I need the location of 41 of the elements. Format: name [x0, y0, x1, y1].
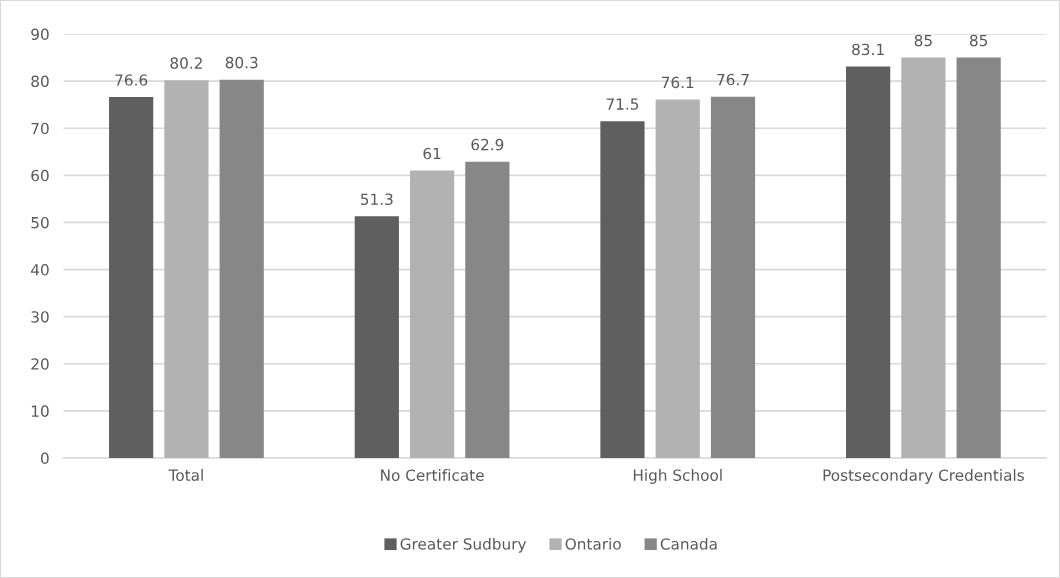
y-tick-label: 80 — [31, 75, 49, 88]
data-label: 76.7 — [717, 73, 749, 86]
data-label: 80.2 — [170, 57, 202, 69]
bar — [956, 57, 1001, 459]
y-tick-label: 60 — [31, 169, 49, 182]
data-label: 80.3 — [225, 56, 258, 69]
y-tick-label: 50 — [31, 216, 49, 229]
x-tick-label: Total — [168, 469, 203, 481]
y-tick-label: 0 — [41, 452, 49, 465]
bar — [219, 79, 264, 459]
y-tick-label: 40 — [31, 264, 49, 276]
y-tick-label: 10 — [31, 405, 49, 417]
bar — [465, 161, 510, 459]
bar — [600, 121, 645, 459]
x-tick-label: Postsecondary Credentials — [823, 469, 1024, 484]
bar — [655, 99, 700, 459]
y-tick-label: 30 — [31, 311, 49, 323]
bar — [846, 66, 891, 459]
data-label: 85 — [914, 34, 932, 47]
legend-label: Ontario — [565, 537, 621, 550]
data-label: 71.5 — [606, 98, 639, 110]
data-label: 51.3 — [360, 193, 393, 206]
legend-label: Canada — [660, 537, 717, 550]
x-tick-label: No Certificate — [381, 469, 484, 481]
x-tick-label: High School — [633, 469, 722, 484]
data-label: 83.1 — [852, 43, 884, 56]
y-tick-label: 90 — [31, 28, 49, 41]
data-label: 76.6 — [115, 74, 148, 86]
bar — [164, 80, 209, 459]
y-tick-label: 20 — [31, 358, 49, 370]
data-label: 76.1 — [661, 76, 694, 89]
bar — [109, 97, 154, 459]
data-label: 61 — [423, 147, 441, 160]
legend-label: Greater Sudbury — [400, 537, 527, 553]
data-label: 85 — [969, 34, 988, 47]
y-tick-label: 70 — [31, 122, 49, 135]
bar — [710, 96, 756, 459]
bar — [901, 57, 946, 459]
bar — [354, 216, 399, 459]
bar — [409, 170, 455, 459]
data-label: 62.9 — [471, 138, 504, 151]
